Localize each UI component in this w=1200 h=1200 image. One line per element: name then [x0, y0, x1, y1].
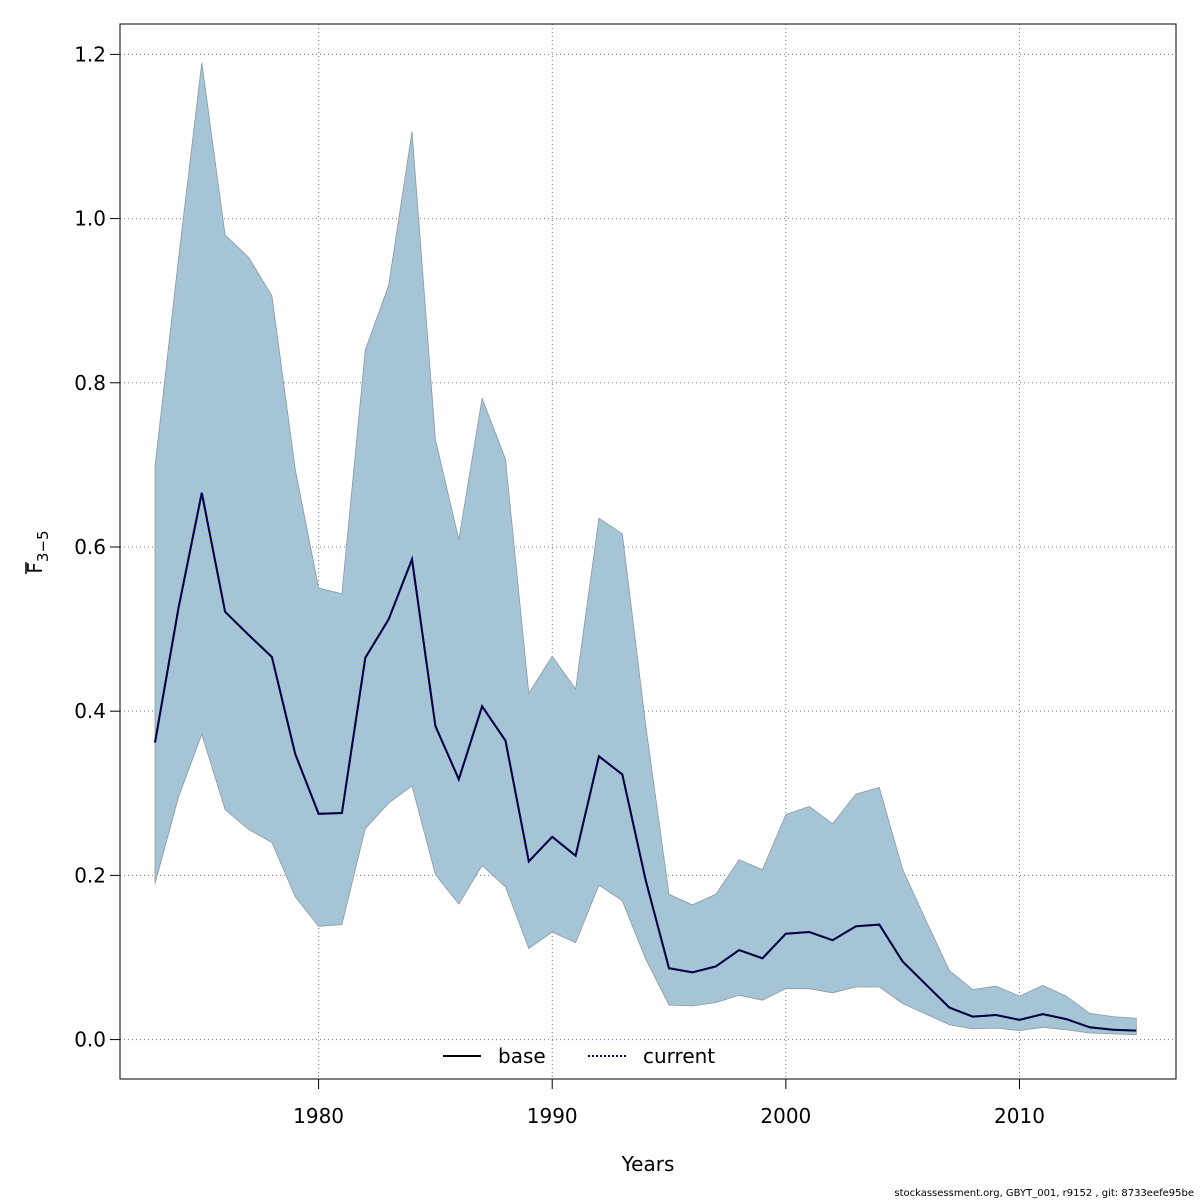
x-axis-title: Years [621, 1152, 675, 1176]
confidence-band [154, 62, 1137, 1036]
x-tick-label-2000: 2000 [760, 1104, 811, 1128]
y-tick-label-5: 1.0 [74, 207, 106, 231]
footer-credit: stockassessment.org, GBYT_001, r9152 , g… [894, 1188, 1194, 1199]
legend-label-base: base [498, 1044, 546, 1068]
series-lines [154, 492, 1137, 1032]
x-axis: 1980 1990 2000 2010 [293, 1079, 1045, 1128]
y-tick-label-2: 0.4 [74, 699, 106, 723]
x-tick-label-1980: 1980 [293, 1104, 344, 1128]
plot-frame [119, 23, 1177, 1080]
y-axis-title: F3−5 [23, 530, 52, 574]
y-axis: 0.0 0.2 0.4 0.6 0.8 1.0 1.2 [74, 42, 120, 1052]
y-tick-label-0: 0.0 [74, 1028, 106, 1052]
svg-text:F3−5: F3−5 [23, 530, 52, 573]
y-tick-label-1: 0.2 [74, 863, 106, 887]
y-tick-label-6: 1.2 [74, 42, 106, 66]
y-tick-label-4: 0.8 [74, 371, 106, 395]
y-axis-title-sub: 3−5 [34, 530, 52, 562]
x-tick-label-2010: 2010 [994, 1104, 1045, 1128]
legend-label-current: current [643, 1044, 715, 1068]
legend: base current [443, 1044, 715, 1068]
x-tick-label-1990: 1990 [527, 1104, 578, 1128]
confidence-band-layer [154, 62, 1137, 1036]
y-axis-title-main: F [23, 562, 47, 574]
series-line-current [154, 492, 1137, 1032]
y-tick-label-3: 0.6 [74, 535, 106, 559]
